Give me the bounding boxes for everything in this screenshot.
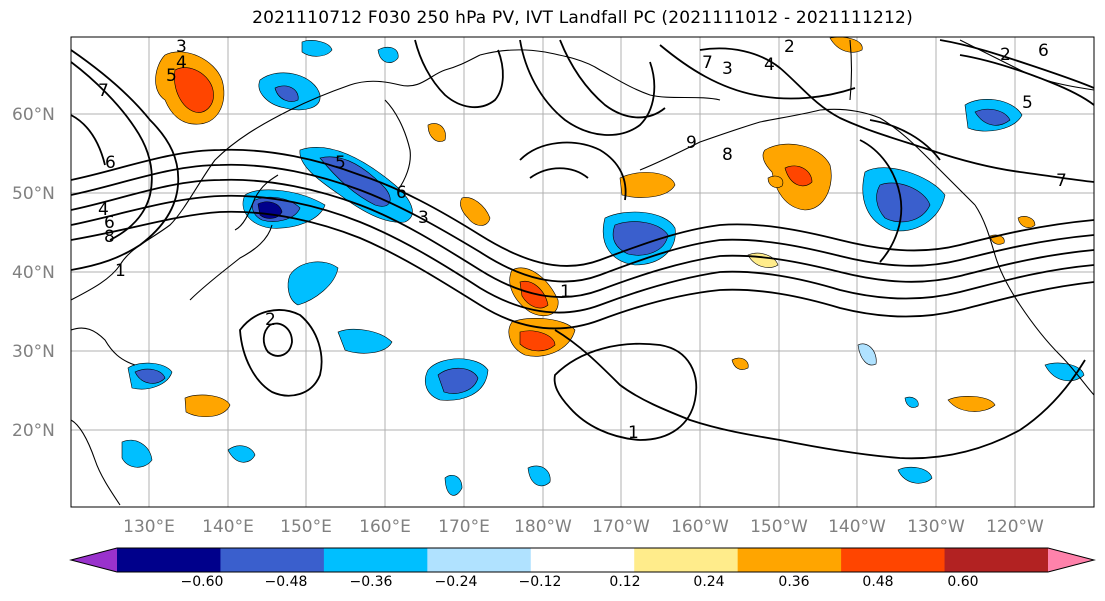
colorbar-segment — [220, 548, 325, 572]
contour-label: 6 — [104, 213, 115, 233]
colorbar-outline — [69, 547, 1096, 573]
lon-label: 170°E — [438, 517, 490, 537]
lat-label: 50°N — [12, 184, 55, 204]
contour-label: 3 — [176, 37, 187, 57]
colorbar-segment — [117, 548, 221, 572]
contour-label: 9 — [686, 133, 697, 153]
longitude-labels: 130°E 140°E 150°E 160°E 170°E 180°W 170°… — [123, 517, 1044, 537]
contour-label: 2 — [265, 310, 276, 330]
contour-label: 5 — [335, 153, 346, 173]
contour-label: 1 — [115, 261, 126, 281]
lon-label: 150°W — [750, 517, 808, 537]
lon-label: 150°E — [280, 517, 332, 537]
colorbar-tick-label: −0.60 — [181, 574, 224, 590]
colorbar-segment — [944, 548, 1049, 572]
lon-label: 160°W — [671, 517, 729, 537]
colorbar-tick-label: −0.24 — [435, 574, 478, 590]
contour-label: 4 — [98, 200, 109, 220]
contour-label: 5 — [1022, 93, 1033, 113]
contour-label: 4 — [764, 55, 775, 75]
lon-label: 170°W — [592, 517, 650, 537]
contour-label: 1 — [628, 423, 639, 443]
lon-label: 160°E — [359, 517, 411, 537]
colorbar-tick-label: 0.48 — [862, 574, 893, 590]
map-frame — [70, 36, 1095, 508]
colorbar-extend-right — [1048, 548, 1094, 572]
lon-label: 120°W — [986, 517, 1044, 537]
lon-label: 130°E — [123, 517, 175, 537]
contour-label: 8 — [722, 145, 733, 165]
contour-label: 6 — [105, 153, 116, 173]
colorbar — [69, 547, 1096, 573]
colorbar-tick-label: −0.12 — [519, 574, 562, 590]
lat-label: 40°N — [12, 263, 55, 283]
contour-label: 7 — [1056, 171, 1067, 191]
contour-label: 6 — [396, 183, 407, 203]
latitude-labels: 60°N 50°N 40°N 30°N 20°N — [12, 105, 55, 441]
pv-shading — [121, 37, 1085, 496]
lat-label: 60°N — [12, 105, 55, 125]
colorbar-tick-labels: −0.60 −0.48 −0.36 −0.24 −0.12 0.12 0.24 … — [181, 574, 979, 590]
colorbar-extend-left — [71, 548, 117, 572]
contour-label: 1 — [560, 282, 571, 302]
pv-contours — [71, 39, 1094, 460]
contour-label: 8 — [104, 227, 115, 247]
lon-label: 140°W — [828, 517, 886, 537]
contour-label: 4 — [176, 53, 187, 73]
colorbar-segment — [737, 548, 842, 572]
contour-label: 2 — [784, 37, 795, 57]
contour-labels: 3 4 5 7 6 4 6 8 2 5 6 3 1 1 1 4 2 7 3 5 … — [98, 37, 1067, 443]
lat-label: 20°N — [12, 421, 55, 441]
figure-title: 2021110712 F030 250 hPa PV, IVT Landfall… — [252, 8, 913, 28]
colorbar-tick-label: 0.12 — [609, 574, 640, 590]
contour-label: 7 — [702, 53, 713, 73]
contour-label: 6 — [1038, 41, 1049, 61]
contour-label: 7 — [98, 81, 109, 101]
colorbar-tick-label: −0.48 — [265, 574, 308, 590]
gridlines — [71, 37, 1094, 507]
lon-label: 140°E — [202, 517, 254, 537]
colorbar-tick-label: −0.36 — [350, 574, 393, 590]
lat-label: 30°N — [12, 342, 55, 362]
colorbar-tick-label: 0.36 — [778, 574, 809, 590]
colorbar-segment — [427, 548, 532, 572]
lon-label: 180°W — [514, 517, 572, 537]
colorbar-segment — [323, 548, 428, 572]
lon-label: 130°W — [907, 517, 965, 537]
contour-label: 5 — [166, 66, 177, 86]
colorbar-segment — [530, 548, 635, 572]
contour-label: 2 — [1000, 45, 1011, 65]
colorbar-segment — [634, 548, 739, 572]
colorbar-tick-label: 0.60 — [947, 574, 978, 590]
contour-label: 3 — [722, 59, 733, 79]
contour-label: 3 — [418, 208, 429, 228]
colorbar-tick-label: 0.24 — [693, 574, 724, 590]
colorbar-segment — [841, 548, 946, 572]
